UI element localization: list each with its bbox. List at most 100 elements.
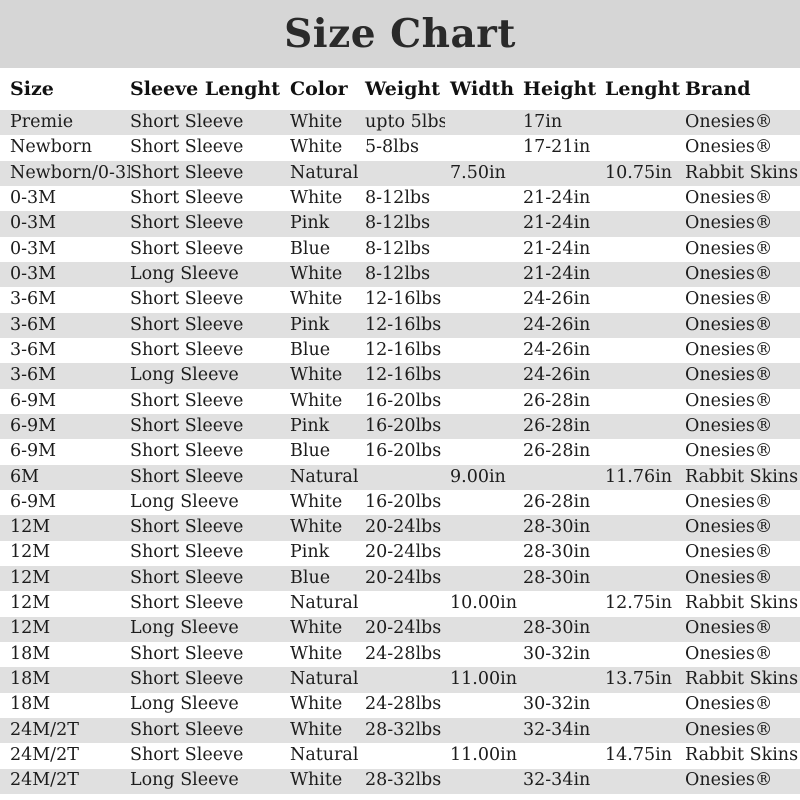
cell-weight: 16-20lbs (365, 415, 442, 436)
column-header-size: Size (10, 78, 54, 100)
cell-brand: Onesies® (685, 415, 773, 436)
cell-length (600, 541, 680, 566)
cell-width (445, 186, 518, 211)
column-header-length: Lenght (605, 78, 680, 100)
cell-sleeve: Short Sleeve (130, 137, 244, 158)
cell-weight: 12-16lbs (365, 314, 442, 335)
cell-length (600, 287, 680, 312)
cell-weight: 20-24lbs (365, 542, 442, 563)
cell-weight: 24-28lbs (365, 694, 442, 715)
table-row: Newborn Short Sleeve White 5-8lbs 17-21in One… (0, 135, 800, 161)
cell-height (518, 161, 600, 186)
cell-length: 11.76in (605, 466, 672, 487)
cell-size: 12M (10, 517, 51, 538)
cell-size: 24M/2T (10, 745, 79, 766)
cell-sleeve: Short Sleeve (130, 517, 244, 538)
header-row: Size Sleeve Lenght Color Weight Width Height L… (0, 68, 800, 110)
table-row: 0-3M Short Sleeve White 8-12lbs 21-24in Onesi… (0, 185, 800, 212)
cell-width (445, 515, 518, 540)
cell-height (518, 591, 600, 616)
cell-brand: Onesies® (685, 770, 773, 791)
cell-size: 18M (10, 643, 51, 664)
cell-width (445, 338, 518, 363)
cell-size: 3-6M (10, 314, 57, 335)
cell-height (518, 743, 600, 768)
column-header-height: Height (523, 78, 597, 100)
cell-size: 6-9M (10, 415, 57, 436)
cell-sleeve: Short Sleeve (130, 390, 244, 411)
cell-size: 0-3M (10, 263, 57, 284)
cell-color: White (290, 263, 343, 284)
cell-color: White (290, 618, 343, 639)
table-row: 24M/2T Long Sleeve White 28-32lbs 32-34in One… (0, 768, 800, 794)
cell-color: White (290, 187, 343, 208)
cell-weight: 16-20lbs (365, 390, 442, 411)
cell-weight: 8-12lbs (365, 263, 431, 284)
cell-brand: Onesies® (685, 441, 773, 462)
cell-size: 18M (10, 694, 51, 715)
cell-sleeve: Short Sleeve (130, 567, 244, 588)
cell-height: 28-30in (523, 517, 591, 538)
table-row: 0-3M Short Sleeve Pink 8-12lbs 21-24in Onesie… (0, 211, 800, 237)
column-header-weight: Weight (365, 78, 440, 100)
table-row: 6-9M Short Sleeve Blue 16-20lbs 26-28in Onesi… (0, 439, 800, 465)
cell-weight: 16-20lbs (365, 441, 442, 462)
cell-sleeve: Short Sleeve (130, 669, 244, 690)
cell-width (445, 718, 518, 743)
cell-sleeve: Long Sleeve (130, 365, 239, 386)
cell-height: 32-34in (523, 719, 591, 740)
cell-width: 11.00in (450, 669, 517, 690)
cell-length: 10.75in (605, 162, 672, 183)
table-row: 6M Short Sleeve Natural 9.00in 11.76in Rabbit… (0, 464, 800, 490)
cell-weight: 12-16lbs (365, 339, 442, 360)
cell-size: 18M (10, 669, 51, 690)
cell-brand: Onesies® (685, 719, 773, 740)
cell-weight (360, 161, 445, 186)
cell-height: 24-26in (523, 365, 591, 386)
table-row: 3-6M Short Sleeve White 12-16lbs 24-26in Ones… (0, 287, 800, 313)
column-header-color: Color (290, 78, 348, 100)
cell-height: 24-26in (523, 289, 591, 310)
cell-length: 14.75in (605, 745, 672, 766)
cell-size: 24M/2T (10, 719, 79, 740)
cell-brand: Rabbit Skins® (685, 669, 800, 690)
cell-brand: Onesies® (685, 542, 773, 563)
cell-width: 7.50in (450, 162, 506, 183)
cell-height: 24-26in (523, 314, 591, 335)
cell-brand: Onesies® (685, 314, 773, 335)
cell-weight (360, 591, 445, 616)
cell-sleeve: Short Sleeve (130, 441, 244, 462)
cell-size: 0-3M (10, 238, 57, 259)
cell-size: 6-9M (10, 441, 57, 462)
cell-sleeve: Short Sleeve (130, 466, 244, 487)
cell-width (445, 262, 518, 287)
cell-width (445, 414, 518, 439)
cell-width (445, 110, 518, 135)
cell-sleeve: Short Sleeve (130, 238, 244, 259)
cell-length (600, 338, 680, 363)
table-row: 18M Short Sleeve Natural 11.00in 13.75in Rabb… (0, 667, 800, 693)
cell-size: 0-3M (10, 187, 57, 208)
cell-width (445, 313, 518, 338)
cell-color: Blue (290, 567, 331, 588)
cell-color: White (290, 517, 343, 538)
cell-color: White (290, 719, 343, 740)
table-row: 12M Short Sleeve Natural 10.00in 12.75in Rabb… (0, 591, 800, 617)
cell-size: 12M (10, 593, 51, 614)
cell-width (445, 769, 518, 794)
cell-brand: Onesies® (685, 187, 773, 208)
cell-width (445, 566, 518, 591)
cell-length (600, 693, 680, 718)
table-header: Size Sleeve Lenght Color Weight Width Height L… (0, 68, 800, 110)
cell-color: White (290, 390, 343, 411)
cell-height: 17in (523, 111, 563, 132)
table-row: 12M Short Sleeve White 20-24lbs 28-30in Onesi… (0, 515, 800, 541)
cell-height: 26-28in (523, 491, 591, 512)
cell-width (445, 135, 518, 160)
cell-length (600, 490, 680, 515)
cell-brand: Onesies® (685, 111, 773, 132)
cell-size: Newborn/0-3M (10, 162, 130, 183)
cell-color: White (290, 289, 343, 310)
cell-height: 28-30in (523, 542, 591, 563)
